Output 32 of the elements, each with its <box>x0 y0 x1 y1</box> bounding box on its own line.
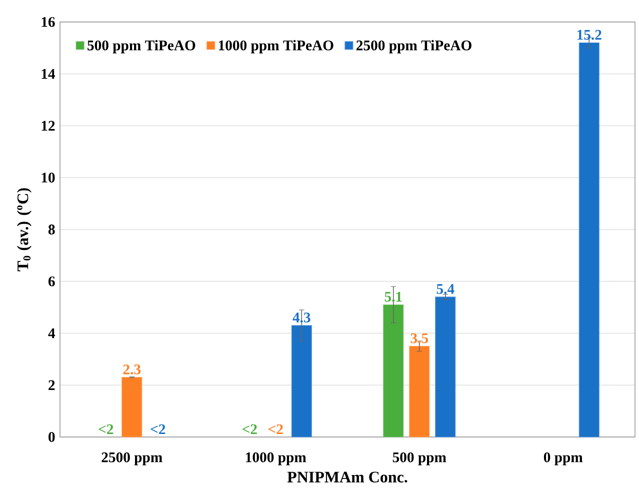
x-axis-title: PNIPMAm Conc. <box>287 472 408 483</box>
legend-label: 1000 ppm TiPeAO <box>218 40 334 54</box>
bar <box>409 346 430 438</box>
data-label: 3.5 <box>410 333 428 344</box>
bar <box>435 296 456 438</box>
text: <2 <box>268 424 283 434</box>
y-tick-label: 10 <box>42 172 55 183</box>
text: <2 <box>98 424 114 434</box>
y-tick-label: 8 <box>48 224 55 234</box>
y-tick-label: 4 <box>48 328 56 338</box>
text: <2 <box>150 424 166 434</box>
bar <box>122 377 142 438</box>
data-label: 15.2 <box>577 30 602 40</box>
x-tick-label: 1000 ppm <box>246 452 306 466</box>
data-label: 5.4 <box>436 284 454 294</box>
bar <box>291 325 312 438</box>
y-tick-label: 2 <box>48 380 55 390</box>
bar <box>578 42 600 438</box>
legend-label: 2500 ppm TiPeAO <box>356 40 472 54</box>
x-tick-label: 0 ppm <box>544 452 583 466</box>
y-tick-label: 12 <box>42 120 55 131</box>
y-axis-title: T$_{0}$ (av.) ($^{o}$C) <box>16 188 32 272</box>
y-tick-label: 16 <box>42 17 55 27</box>
y-tick-label: 14 <box>42 69 56 79</box>
text: <2 <box>242 424 257 434</box>
bar <box>383 304 404 438</box>
x-tick-label: 2500 ppm <box>102 452 162 466</box>
x-tick-label: 500 ppm <box>392 452 446 466</box>
y-tick-label: 0 <box>48 432 55 442</box>
y-tick-label: 6 <box>48 276 55 286</box>
legend-label: 500 ppm TiPeAO <box>88 40 196 54</box>
data-label: 2.3 <box>123 364 141 374</box>
